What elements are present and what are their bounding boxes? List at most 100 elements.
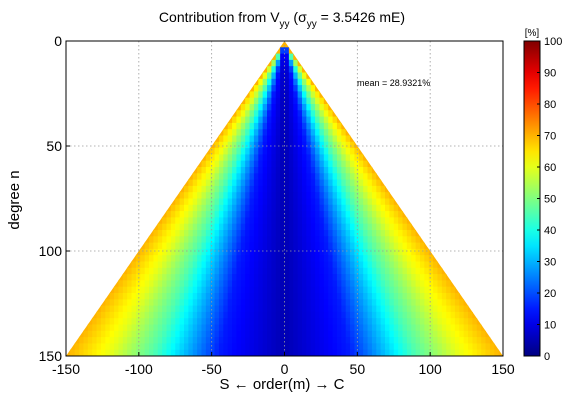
heatmap-cell	[393, 230, 399, 237]
heatmap-cell	[424, 248, 430, 256]
heatmap-cell	[301, 337, 307, 344]
heatmap-cell	[454, 343, 460, 351]
heatmap-cell	[367, 261, 373, 269]
heatmap-cell	[345, 198, 351, 206]
heatmap-cell	[402, 274, 408, 281]
heatmap-cell	[223, 141, 229, 149]
heatmap-cell	[245, 286, 251, 294]
heatmap-cell	[170, 248, 176, 256]
heatmap-cell	[275, 280, 281, 288]
heatmap-cell	[380, 299, 386, 307]
heatmap-cell	[336, 160, 342, 168]
title-sigma: σ	[298, 9, 307, 25]
heatmap-cell	[454, 324, 460, 332]
heatmap-cell	[319, 179, 325, 187]
heatmap-cell	[92, 324, 98, 332]
heatmap-cell	[271, 148, 277, 155]
heatmap-cell	[280, 286, 286, 294]
heatmap-cell	[267, 179, 272, 187]
heatmap-cell	[389, 198, 395, 206]
heatmap-cell	[288, 349, 294, 356]
heatmap-cell	[267, 122, 272, 130]
heatmap-cell	[157, 330, 163, 338]
heatmap-cell	[227, 185, 233, 193]
heatmap-cell	[402, 349, 408, 356]
heatmap-cell	[135, 286, 141, 294]
heatmap-cell	[371, 267, 377, 275]
heatmap-cell	[214, 141, 220, 149]
heatmap-cell	[437, 286, 443, 294]
heatmap-cell	[275, 185, 281, 193]
heatmap-cell	[323, 135, 329, 143]
heatmap-cell	[371, 349, 377, 356]
heatmap-cell	[275, 211, 281, 218]
heatmap-cell	[363, 211, 369, 218]
heatmap-cell	[245, 255, 251, 263]
heatmap-cell	[284, 223, 290, 231]
heatmap-cell	[332, 148, 338, 155]
heatmap-cell	[236, 242, 242, 250]
heatmap-cell	[328, 274, 334, 281]
heatmap-cell	[306, 305, 312, 313]
heatmap-cell	[341, 318, 347, 326]
heatmap-cell	[275, 167, 281, 174]
heatmap-cell	[162, 274, 168, 281]
heatmap-cell	[419, 311, 425, 319]
heatmap-cell	[223, 311, 229, 319]
heatmap-cell	[297, 135, 303, 143]
heatmap-cell	[406, 349, 412, 356]
heatmap-cell	[149, 318, 154, 326]
heatmap-cell	[345, 299, 351, 307]
heatmap-cell	[144, 261, 150, 269]
heatmap-cell	[205, 230, 211, 237]
heatmap-cell	[227, 255, 233, 263]
heatmap-cell	[83, 337, 89, 344]
heatmap-cell	[210, 299, 216, 307]
heatmap-cell	[205, 217, 211, 225]
heatmap-cell	[197, 299, 203, 307]
heatmap-cell	[415, 343, 421, 351]
heatmap-cell	[323, 261, 329, 269]
heatmap-cell	[232, 217, 238, 225]
heatmap-cell	[345, 286, 351, 294]
heatmap-cell	[376, 230, 382, 237]
heatmap-cell	[433, 318, 439, 326]
heatmap-cell	[192, 204, 198, 212]
heatmap-cell	[323, 280, 329, 288]
heatmap-cell	[280, 192, 286, 200]
heatmap-cell	[332, 311, 338, 319]
heatmap-cell	[323, 330, 329, 338]
heatmap-cell	[280, 324, 286, 332]
heatmap-cell	[341, 299, 347, 307]
heatmap-cell	[240, 192, 246, 200]
heatmap-cell	[232, 204, 238, 212]
heatmap-cell	[232, 337, 238, 344]
heatmap-cell	[345, 255, 351, 263]
heatmap-cell	[415, 299, 421, 307]
heatmap-cell	[157, 217, 163, 225]
heatmap-cell	[258, 286, 264, 294]
heatmap-cell	[267, 261, 272, 269]
heatmap-cell	[406, 280, 412, 288]
heatmap-cell	[227, 267, 233, 275]
heatmap-cell	[288, 299, 294, 307]
heatmap-cell	[301, 248, 307, 256]
heatmap-cell	[188, 192, 194, 200]
heatmap-cell	[306, 198, 312, 206]
heatmap-cell	[341, 305, 347, 313]
heatmap-cell	[218, 148, 224, 155]
heatmap-cell	[232, 148, 238, 155]
heatmap-cell	[336, 236, 342, 244]
heatmap-cell	[162, 343, 168, 351]
heatmap-cell	[127, 337, 133, 344]
heatmap-cell	[170, 267, 176, 275]
heatmap-cell	[441, 337, 447, 344]
heatmap-cell	[280, 160, 286, 168]
heatmap-cell	[249, 204, 255, 212]
heatmap-cell	[131, 311, 137, 319]
heatmap-cell	[271, 53, 277, 61]
heatmap-cell	[328, 135, 334, 143]
heatmap-cell	[336, 230, 342, 237]
heatmap-cell	[183, 280, 189, 288]
heatmap-cell	[118, 305, 124, 313]
